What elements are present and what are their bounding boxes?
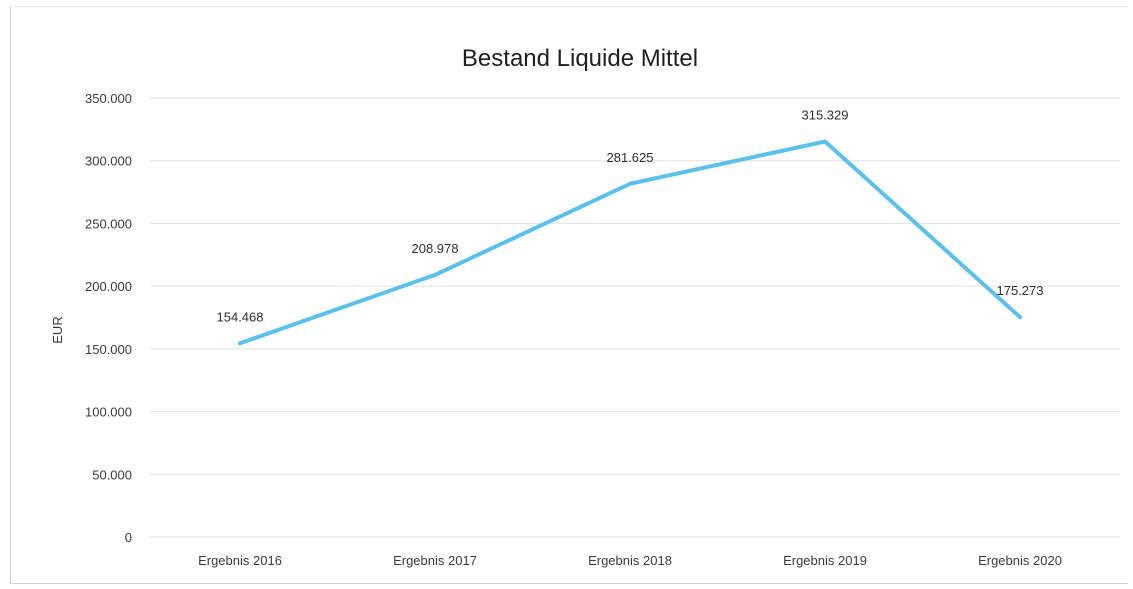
y-axis-label: EUR <box>50 316 65 343</box>
data-label: 154.468 <box>217 309 264 324</box>
y-tick-label: 150.000 <box>85 342 132 357</box>
data-labels: 154.468 208.978 281.625 315.329 175.273 <box>217 107 1044 324</box>
chart-frame <box>10 6 1128 584</box>
y-tick-label: 200.000 <box>85 279 132 294</box>
y-tick-label: 100.000 <box>85 405 132 420</box>
x-tick-label: Ergebnis 2018 <box>588 553 672 568</box>
data-point <box>238 341 242 346</box>
data-label: 175.273 <box>997 283 1044 298</box>
y-tick-label: 50.000 <box>92 467 132 482</box>
x-tick-label: Ergebnis 2017 <box>393 553 477 568</box>
data-point <box>823 139 827 144</box>
y-tick-label: 300.000 <box>85 154 132 169</box>
y-tick-label: 350.000 <box>85 91 132 106</box>
x-tick-label: Ergebnis 2019 <box>783 553 867 568</box>
data-point <box>433 272 437 277</box>
chart-title: Bestand Liquide Mittel <box>462 45 698 72</box>
y-axis-ticks: 0 50.000 100.000 150.000 200.000 250.000 300.0… <box>85 91 132 545</box>
data-label: 315.329 <box>802 107 849 122</box>
data-label: 208.978 <box>412 241 459 256</box>
series-layer <box>238 139 1022 346</box>
y-tick-label: 0 <box>125 530 132 545</box>
data-point <box>628 181 632 186</box>
gridlines <box>150 97 1120 538</box>
x-axis-ticks: Ergebnis 2016 Ergebnis 2017 Ergebnis 2018 E… <box>198 553 1062 568</box>
data-point <box>1018 315 1022 320</box>
y-tick-label: 250.000 <box>85 216 132 231</box>
series-line <box>238 139 1022 346</box>
x-tick-label: Ergebnis 2020 <box>978 553 1062 568</box>
x-tick-label: Ergebnis 2016 <box>198 553 282 568</box>
data-label: 281.625 <box>607 150 654 165</box>
